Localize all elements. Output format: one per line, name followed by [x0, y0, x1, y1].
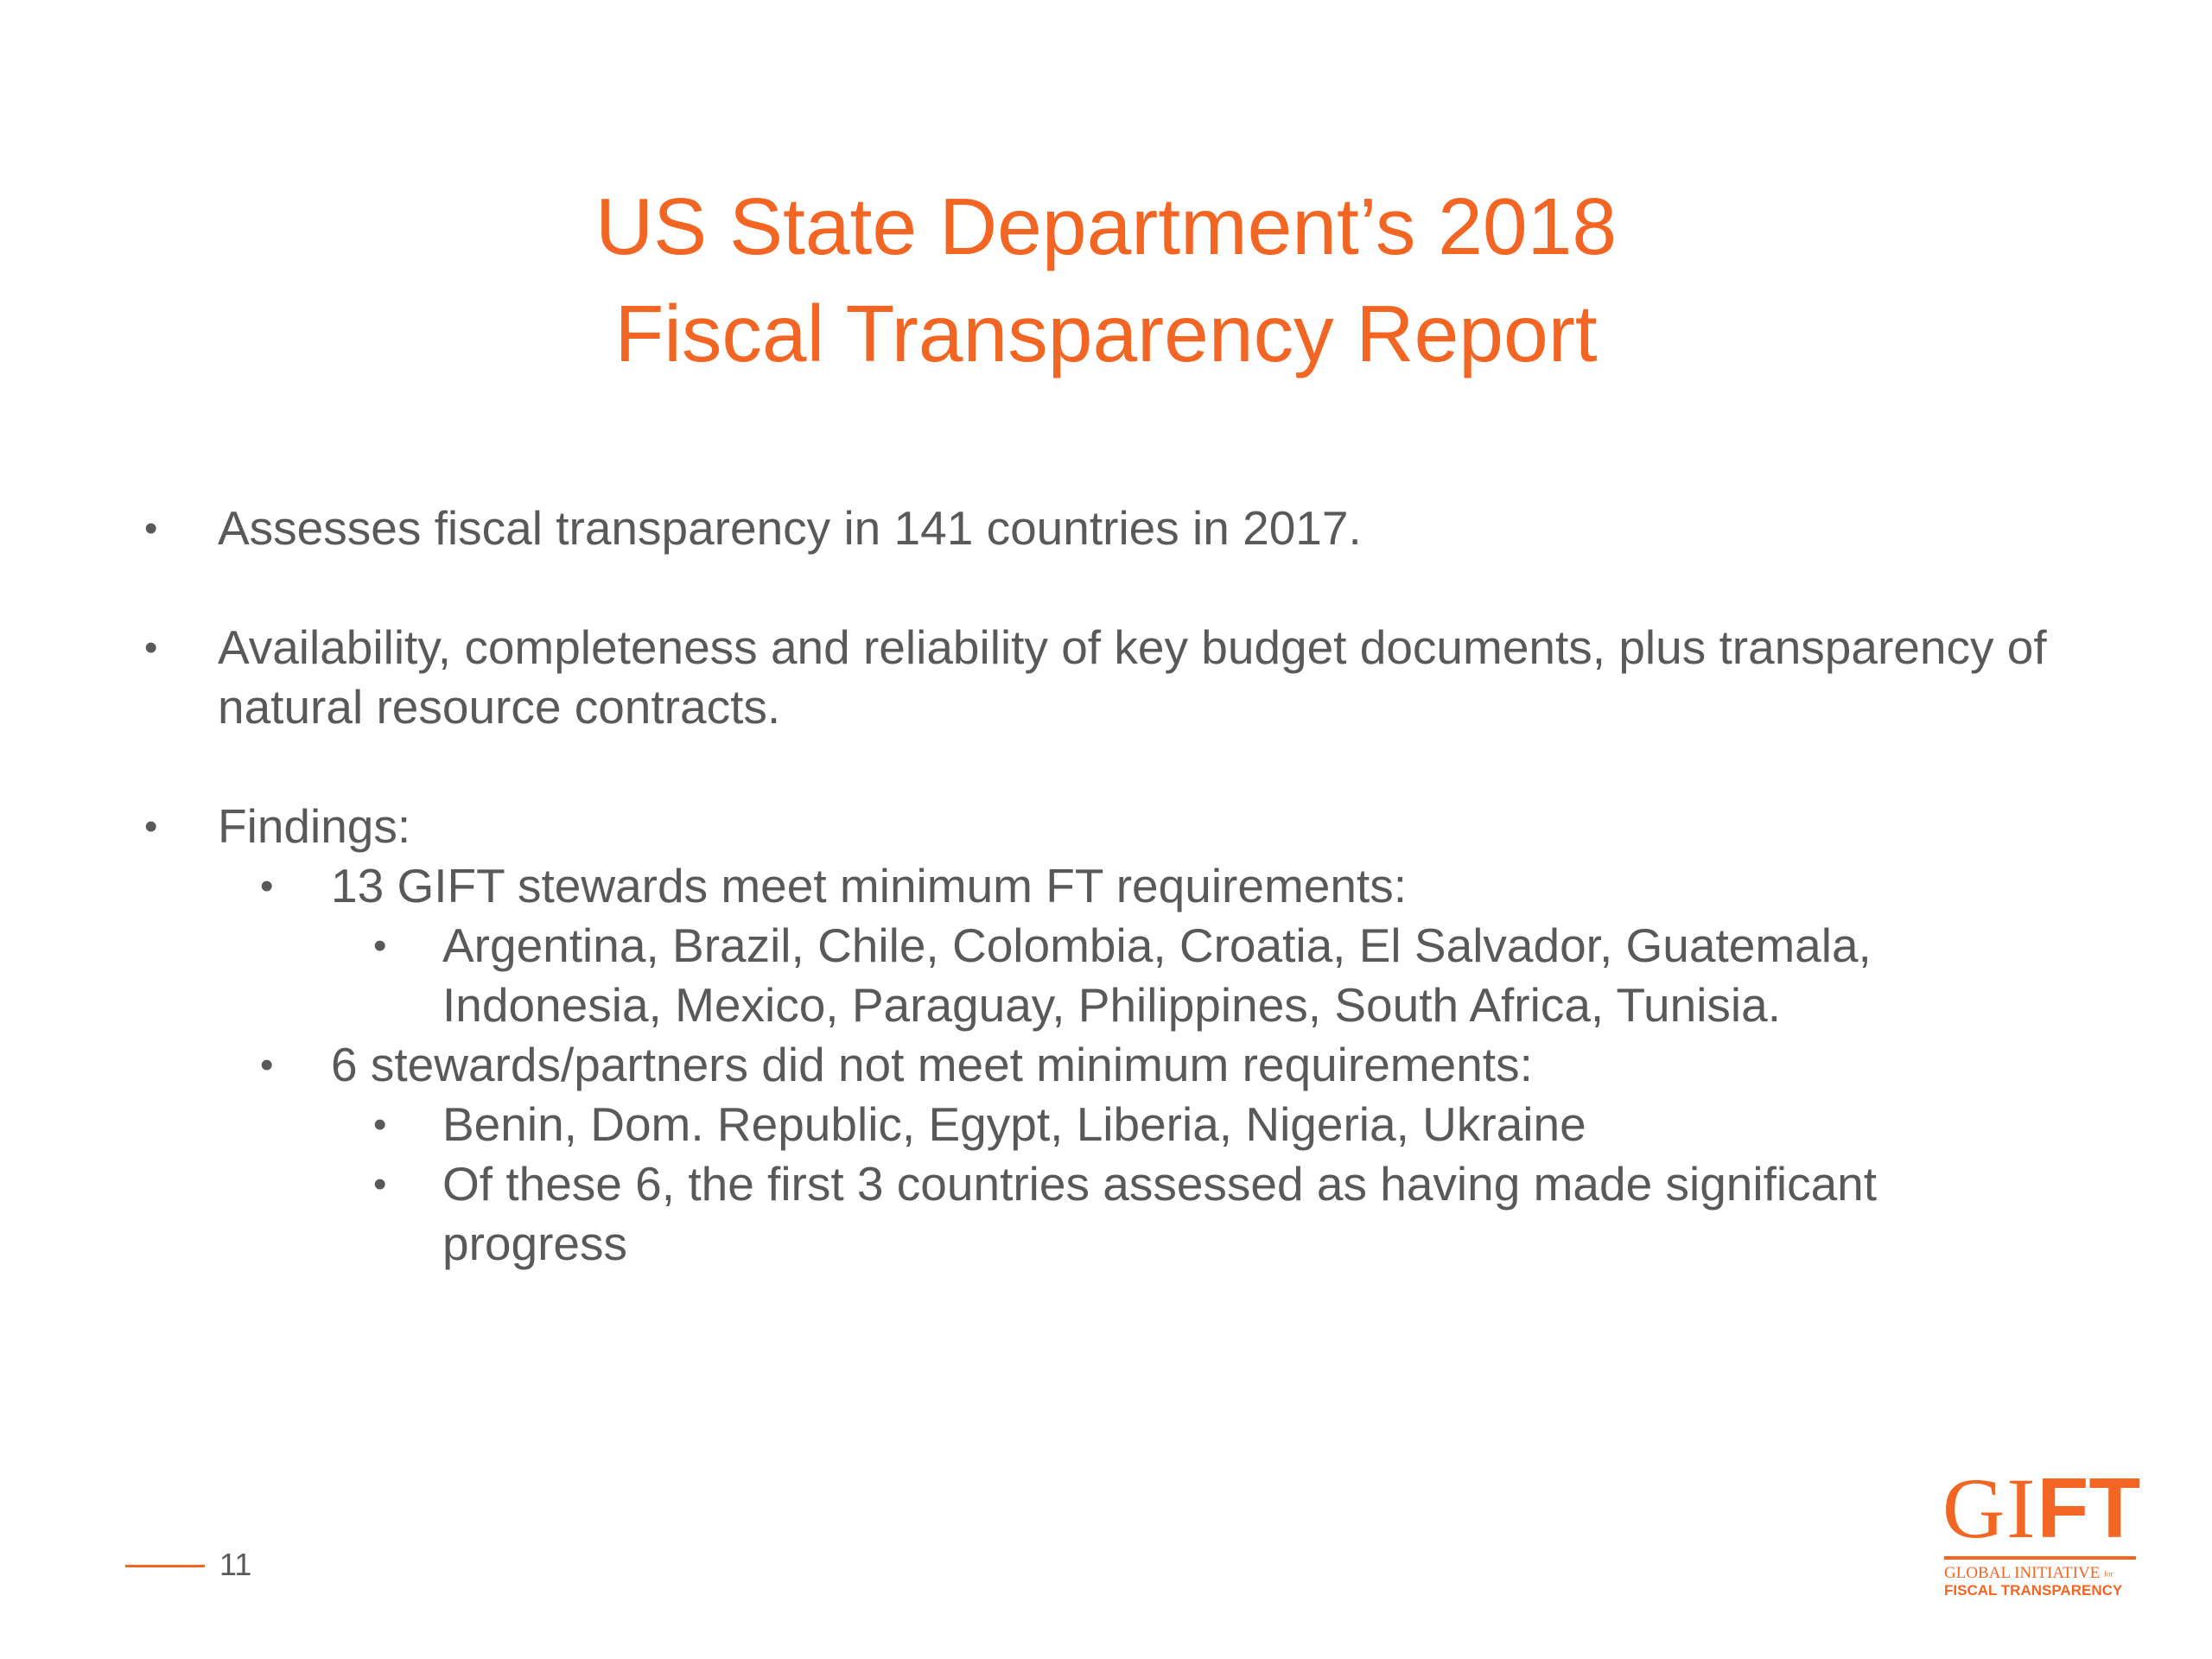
gift-logo-ft: FT	[2037, 1460, 2141, 1555]
gift-logo-rule	[1944, 1556, 2136, 1560]
page-number: 11	[219, 1547, 252, 1582]
bullet-text: Argentina, Brazil, Chile, Colombia, Croa…	[442, 918, 1872, 1032]
slide-title-line-1: US State Department’s 2018	[594, 181, 1618, 271]
slide-title-line-2: Fiscal Transparency Report	[614, 289, 1598, 378]
slide-title: US State Department’s 2018 Fiscal Transp…	[0, 173, 2212, 387]
bullet-item-countries-meet: • Argentina, Brazil, Chile, Colombia, Cr…	[373, 916, 2024, 1035]
bullet-icon: •	[373, 925, 387, 967]
gift-logo-wordmark: GIFT	[1942, 1465, 2140, 1552]
bullet-item-stewards-not-meet: • 6 stewards/partners did not meet minim…	[260, 1035, 2102, 1095]
bullet-icon: •	[144, 626, 158, 669]
bullet-icon: •	[144, 805, 158, 848]
gift-logo-for: for	[2104, 1569, 2113, 1579]
bullet-text: Availability, completeness and reliabili…	[218, 620, 2047, 734]
gift-logo-subtitle-2: FISCAL TRANSPARENCY	[1944, 1582, 2123, 1599]
bullet-item-countries-not-meet: • Benin, Dom. Republic, Egypt, Liberia, …	[373, 1095, 2024, 1154]
bullet-item-findings: • Findings:	[144, 797, 2119, 856]
bullet-icon: •	[260, 1044, 274, 1086]
bullet-item-availability: • Availability, completeness and reliabi…	[144, 618, 2119, 737]
bullet-icon: •	[373, 1163, 387, 1205]
bullet-item-progress: • Of these 6, the first 3 countries asse…	[373, 1154, 2024, 1274]
bullet-icon: •	[260, 865, 274, 907]
gift-logo-global-initiative: GLOBAL INITIATIVE	[1944, 1564, 2101, 1582]
bullet-text: Findings:	[218, 799, 411, 853]
footer-accent-line	[125, 1565, 205, 1567]
bullet-text: 6 stewards/partners did not meet minimum…	[331, 1038, 1533, 1091]
bullet-icon: •	[144, 507, 158, 550]
bullet-icon: •	[373, 1103, 387, 1146]
bullet-text: Assesses fiscal transparency in 141 coun…	[218, 501, 1362, 555]
bullet-text: Benin, Dom. Republic, Egypt, Liberia, Ni…	[442, 1097, 1586, 1151]
bullet-text: Of these 6, the first 3 countries assess…	[442, 1157, 1878, 1270]
bullet-item-assesses: • Assesses fiscal transparency in 141 co…	[144, 499, 2119, 558]
gift-logo-gi: GI	[1942, 1460, 2037, 1556]
bullet-text: 13 GIFT stewards meet minimum FT require…	[331, 859, 1407, 912]
gift-logo-subtitle-1: GLOBAL INITIATIVE for	[1944, 1565, 2113, 1583]
bullet-item-stewards-meet: • 13 GIFT stewards meet minimum FT requi…	[260, 856, 2102, 916]
gift-logo: GIFT GLOBAL INITIATIVE for FISCAL TRANSP…	[1942, 1465, 2141, 1603]
